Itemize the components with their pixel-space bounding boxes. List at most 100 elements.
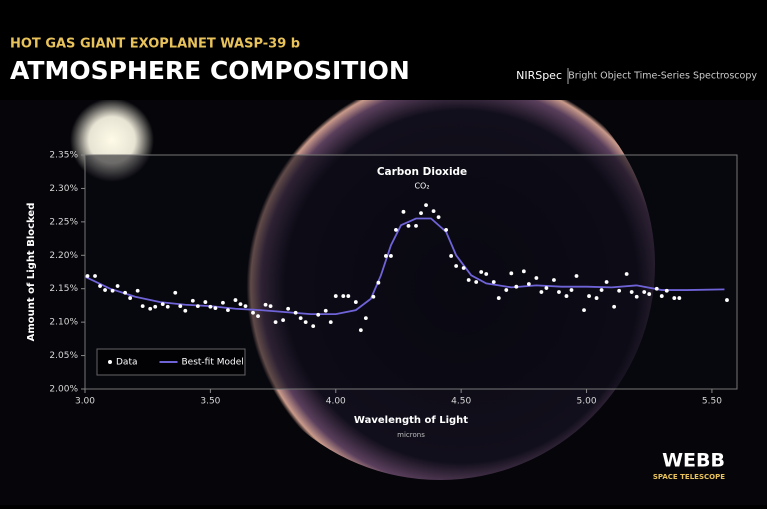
- data-point: [333, 294, 338, 298]
- data-point: [479, 270, 484, 274]
- data-point: [406, 223, 411, 228]
- data-point: [93, 274, 97, 278]
- data-point: [544, 286, 549, 290]
- annotation: CO₂: [414, 182, 429, 191]
- x-tick-label: 3.00: [75, 397, 95, 407]
- data-point: [165, 304, 170, 309]
- data-point: [569, 288, 574, 292]
- data-point: [466, 278, 471, 282]
- x-tick-label: 4.00: [326, 397, 346, 407]
- data-point: [612, 304, 617, 309]
- data-point: [238, 302, 243, 306]
- data-point: [539, 290, 544, 294]
- data-point: [424, 203, 428, 208]
- data-point: [514, 284, 519, 289]
- data-point: [642, 290, 647, 294]
- data-point: [243, 304, 248, 308]
- instrument: NIRSpec: [516, 69, 562, 82]
- data-point: [521, 269, 526, 274]
- y-tick-label: 2.30%: [49, 184, 78, 194]
- data-point: [401, 209, 406, 214]
- x-tick-label: 5.00: [577, 397, 597, 407]
- data-point: [629, 290, 634, 294]
- data-point: [419, 211, 423, 216]
- data-point: [268, 304, 273, 308]
- data-point: [371, 294, 376, 299]
- data-point: [148, 306, 153, 311]
- data-point: [624, 272, 629, 276]
- data-point: [256, 314, 260, 319]
- data-point: [534, 276, 539, 280]
- data-point: [557, 290, 561, 294]
- data-point: [431, 209, 436, 214]
- y-tick-label: 2.05%: [49, 351, 78, 361]
- data-point: [160, 302, 165, 306]
- x-axis-unit: microns: [397, 431, 425, 439]
- data-point: [509, 271, 514, 276]
- data-point: [316, 312, 321, 317]
- data-point: [384, 254, 388, 258]
- y-tick-label: 2.10%: [49, 318, 78, 328]
- data-point: [346, 294, 351, 298]
- y-tick-label: 2.35%: [49, 151, 78, 161]
- data-point: [664, 288, 669, 293]
- data-point: [582, 308, 586, 313]
- mode: Bright Object Time-Series Spectroscopy: [568, 71, 757, 82]
- data-point: [491, 280, 496, 284]
- data-point: [647, 292, 652, 296]
- data-point: [135, 288, 140, 293]
- data-point: [213, 306, 218, 311]
- data-point: [552, 278, 556, 282]
- x-tick-label: 4.50: [451, 397, 471, 407]
- data-point: [208, 304, 213, 309]
- data-point: [323, 308, 328, 313]
- data-point: [110, 288, 115, 293]
- data-point: [353, 300, 358, 304]
- data-point: [594, 296, 599, 300]
- y-tick-label: 2.00%: [49, 385, 78, 395]
- data-point: [654, 286, 659, 291]
- data-point: [414, 223, 418, 228]
- x-tick-label: 5.50: [702, 397, 722, 407]
- data-point: [128, 296, 133, 300]
- data-point: [173, 290, 178, 295]
- data-point: [454, 264, 459, 268]
- y-tick-label: 2.20%: [49, 251, 78, 261]
- data-point: [526, 282, 531, 286]
- data-point: [587, 294, 591, 298]
- data-point: [178, 304, 183, 308]
- data-point: [233, 298, 238, 302]
- data-point: [436, 215, 441, 220]
- data-point: [273, 320, 278, 325]
- data-point: [226, 308, 230, 313]
- data-point: [328, 320, 333, 325]
- logo-subtitle: SPACE TELESCOPE: [653, 473, 725, 481]
- data-point: [659, 294, 664, 298]
- data-point: [153, 304, 158, 309]
- data-point: [389, 254, 393, 258]
- x-tick-label: 3.50: [200, 397, 220, 407]
- data-point: [341, 294, 346, 298]
- data-point: [484, 272, 489, 276]
- data-point: [617, 288, 622, 293]
- data-point: [293, 310, 298, 315]
- data-point: [496, 296, 501, 300]
- data-point: [221, 300, 225, 305]
- data-point: [263, 302, 268, 307]
- data-point: [103, 288, 107, 292]
- data-point: [311, 324, 316, 329]
- data-point: [195, 304, 200, 308]
- data-point: [358, 328, 363, 333]
- data-point: [98, 284, 102, 288]
- data-point: [604, 280, 609, 284]
- data-point: [115, 284, 120, 288]
- data-point: [183, 308, 188, 313]
- data-point: [574, 274, 579, 278]
- header-band: [0, 0, 767, 100]
- data-point: [286, 306, 291, 311]
- data-point: [140, 304, 145, 308]
- data-point: [303, 320, 308, 325]
- x-axis-label: Wavelength of Light: [354, 415, 468, 426]
- data-point: [190, 298, 195, 303]
